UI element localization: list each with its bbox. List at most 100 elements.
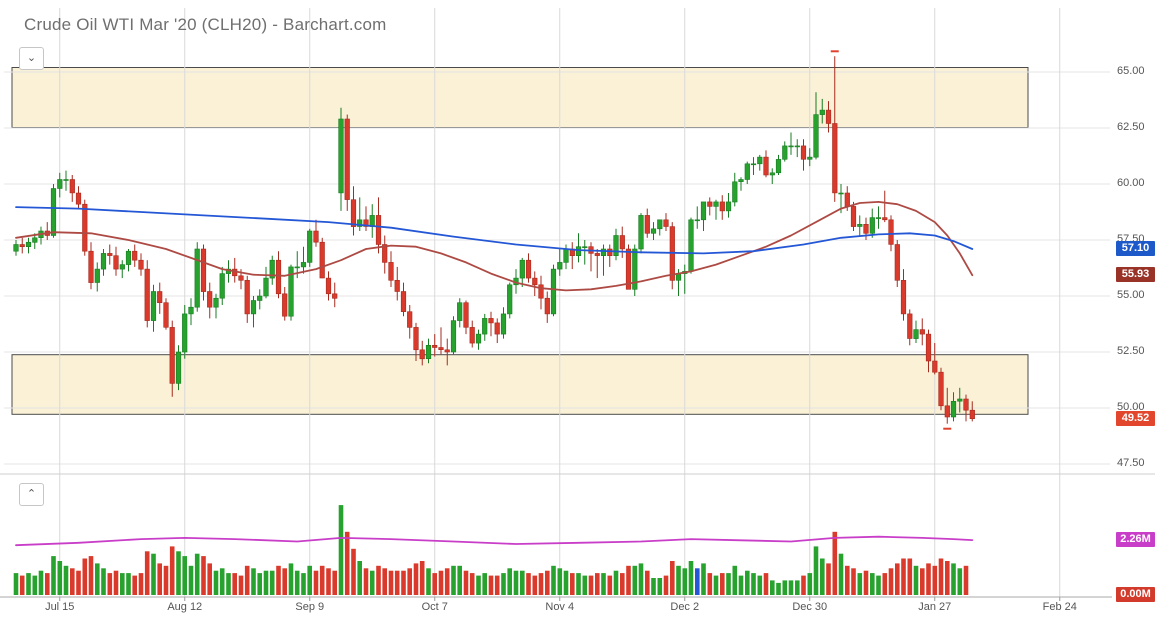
volume-bar[interactable]: [826, 563, 831, 595]
volume-bar[interactable]: [313, 570, 319, 595]
candle[interactable]: [19, 237, 25, 254]
volume-bar[interactable]: [563, 570, 569, 595]
volume-bar[interactable]: [645, 570, 650, 595]
candle[interactable]: [963, 394, 969, 422]
candle[interactable]: [919, 318, 925, 346]
candle[interactable]: [63, 170, 69, 191]
candle[interactable]: [607, 244, 613, 267]
volume-bar[interactable]: [601, 573, 606, 595]
candle[interactable]: [744, 161, 750, 184]
candle[interactable]: [182, 305, 188, 359]
volume-bar[interactable]: [413, 563, 419, 595]
candle[interactable]: [207, 282, 213, 319]
volume-bar[interactable]: [132, 575, 137, 595]
candle[interactable]: [882, 190, 888, 223]
volume-bar[interactable]: [651, 578, 656, 595]
volume-bar[interactable]: [920, 568, 925, 595]
candle[interactable]: [400, 282, 407, 317]
candle[interactable]: [663, 213, 669, 231]
candle[interactable]: [144, 260, 150, 328]
volume-bar[interactable]: [113, 570, 119, 595]
volume-bar[interactable]: [319, 565, 325, 595]
candle[interactable]: [363, 206, 369, 231]
candle[interactable]: [869, 208, 875, 238]
candle[interactable]: [688, 217, 694, 274]
candle[interactable]: [332, 282, 338, 308]
candle[interactable]: [788, 132, 794, 155]
volume-bar[interactable]: [776, 582, 781, 595]
candle[interactable]: [650, 222, 657, 240]
candle[interactable]: [138, 253, 144, 276]
candle[interactable]: [913, 320, 919, 343]
candle[interactable]: [944, 387, 950, 424]
candle[interactable]: [825, 101, 832, 133]
volume-bar[interactable]: [751, 573, 756, 595]
volume-bar[interactable]: [707, 573, 713, 595]
candle[interactable]: [482, 313, 488, 341]
volume-bar[interactable]: [138, 573, 144, 595]
candle[interactable]: [244, 275, 250, 323]
volume-bar[interactable]: [95, 563, 100, 595]
candle[interactable]: [394, 266, 400, 301]
candle[interactable]: [782, 141, 788, 162]
volume-bar[interactable]: [76, 570, 81, 595]
volume-bar[interactable]: [838, 553, 844, 595]
volume-bar[interactable]: [788, 580, 794, 595]
volume-bar[interactable]: [926, 563, 931, 595]
volume-bar[interactable]: [432, 573, 437, 595]
volume-bar[interactable]: [369, 570, 375, 595]
candle[interactable]: [807, 148, 813, 167]
candle[interactable]: [100, 249, 107, 276]
candle[interactable]: [694, 206, 700, 229]
volume-bar[interactable]: [870, 573, 875, 595]
candle[interactable]: [88, 242, 94, 290]
volume-bar[interactable]: [757, 575, 763, 595]
candle[interactable]: [113, 246, 119, 276]
candle[interactable]: [550, 264, 557, 317]
candle[interactable]: [588, 242, 594, 272]
candle[interactable]: [475, 329, 482, 350]
candle[interactable]: [200, 244, 207, 301]
volume-bar[interactable]: [294, 570, 300, 595]
volume-bar[interactable]: [63, 565, 69, 595]
volume-bar[interactable]: [738, 575, 744, 595]
candle[interactable]: [288, 264, 294, 321]
candle[interactable]: [713, 199, 719, 220]
candle[interactable]: [344, 114, 350, 211]
candle[interactable]: [307, 228, 313, 267]
volume-bar[interactable]: [782, 580, 788, 595]
candle[interactable]: [13, 240, 19, 256]
candle[interactable]: [432, 334, 438, 357]
volume-bar[interactable]: [32, 575, 38, 595]
candle[interactable]: [132, 244, 138, 267]
candle[interactable]: [319, 237, 325, 279]
volume-bar[interactable]: [82, 558, 88, 596]
volume-bar[interactable]: [882, 573, 888, 595]
candle[interactable]: [469, 320, 475, 348]
candle[interactable]: [457, 298, 463, 328]
candle[interactable]: [750, 157, 757, 175]
volume-bar[interactable]: [182, 556, 187, 595]
volume-bar[interactable]: [232, 573, 237, 595]
candle[interactable]: [582, 240, 588, 265]
candle[interactable]: [494, 318, 500, 343]
candle[interactable]: [832, 56, 838, 202]
volume-bar[interactable]: [613, 570, 619, 595]
volume-bar[interactable]: [763, 573, 769, 595]
candle[interactable]: [69, 175, 75, 202]
volume-bar[interactable]: [876, 575, 881, 595]
candle[interactable]: [425, 338, 432, 364]
volume-bar[interactable]: [269, 570, 275, 595]
volume-bar[interactable]: [913, 565, 919, 595]
volume-bar[interactable]: [213, 570, 219, 595]
volume-bar[interactable]: [45, 573, 50, 595]
volume-bar[interactable]: [801, 575, 806, 595]
candle[interactable]: [732, 172, 738, 207]
volume-bar[interactable]: [670, 561, 675, 595]
candle[interactable]: [850, 201, 857, 231]
candle[interactable]: [925, 329, 932, 373]
candle[interactable]: [194, 242, 200, 312]
volume-bar[interactable]: [438, 570, 444, 595]
candle[interactable]: [163, 298, 169, 330]
